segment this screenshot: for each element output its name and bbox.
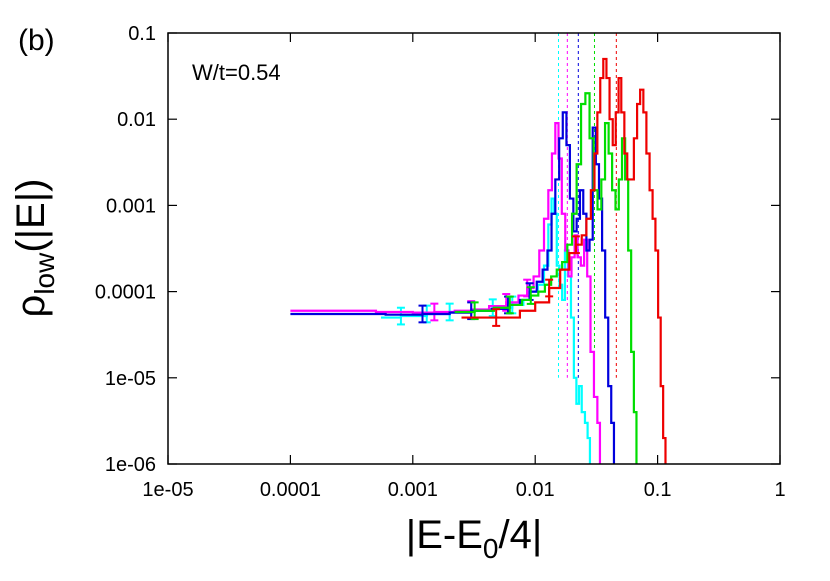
y-axis-title: ρlow(|E|) <box>9 179 60 318</box>
annotation-label: W/t=0.54 <box>192 60 281 85</box>
y-tick-label: 1e-06 <box>105 454 156 476</box>
x-tick-label: 1 <box>774 479 785 501</box>
y-tick-label: 0.01 <box>117 109 156 131</box>
series-line <box>290 122 602 464</box>
x-tick-label: 1e-05 <box>142 479 193 501</box>
y-tick-label: 0.0001 <box>95 282 156 304</box>
series-line <box>461 57 667 464</box>
x-axis-title: |E-E0/4| <box>406 513 542 564</box>
x-tick-label: 0.1 <box>644 479 672 501</box>
y-tick-label: 1e-05 <box>105 368 156 390</box>
y-tick-label: 0.1 <box>128 23 156 45</box>
x-tick-label: 0.001 <box>388 479 438 501</box>
plot-frame <box>167 32 781 465</box>
panel-label: (b) <box>18 24 55 57</box>
series-line <box>454 92 638 464</box>
y-tick-label: 0.001 <box>106 195 156 217</box>
x-tick-label: 0.01 <box>516 479 555 501</box>
x-tick-label: 0.0001 <box>260 479 321 501</box>
